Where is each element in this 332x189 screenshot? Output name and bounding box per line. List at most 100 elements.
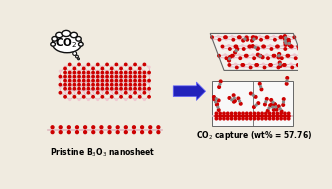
Circle shape <box>64 84 66 86</box>
Circle shape <box>125 99 126 100</box>
Circle shape <box>83 66 85 68</box>
Circle shape <box>285 66 287 67</box>
Circle shape <box>87 78 89 80</box>
Circle shape <box>260 86 262 88</box>
Circle shape <box>269 64 271 66</box>
Circle shape <box>92 71 94 74</box>
Circle shape <box>139 66 141 68</box>
Circle shape <box>87 63 90 66</box>
Circle shape <box>115 63 118 66</box>
Circle shape <box>106 79 108 82</box>
Text: CO$_2$ capture (wt% = 57.76): CO$_2$ capture (wt% = 57.76) <box>196 129 312 142</box>
Circle shape <box>285 37 287 39</box>
Circle shape <box>124 75 127 78</box>
Circle shape <box>83 79 85 82</box>
Circle shape <box>270 64 272 66</box>
Circle shape <box>284 66 286 67</box>
Circle shape <box>68 79 71 82</box>
Ellipse shape <box>70 32 77 38</box>
Circle shape <box>116 131 119 134</box>
Circle shape <box>245 36 248 39</box>
Circle shape <box>83 78 85 80</box>
Circle shape <box>278 55 280 57</box>
Circle shape <box>290 63 292 65</box>
Circle shape <box>73 67 76 70</box>
Circle shape <box>78 91 80 92</box>
Circle shape <box>286 77 289 79</box>
Circle shape <box>291 66 293 69</box>
Circle shape <box>124 91 127 94</box>
Circle shape <box>269 45 271 46</box>
Circle shape <box>78 99 80 100</box>
Circle shape <box>78 84 80 86</box>
Circle shape <box>226 38 227 40</box>
Circle shape <box>102 91 103 92</box>
Circle shape <box>272 115 275 117</box>
Circle shape <box>242 64 244 66</box>
Circle shape <box>115 79 118 82</box>
Circle shape <box>143 63 146 66</box>
Circle shape <box>274 103 276 106</box>
Circle shape <box>258 82 261 85</box>
Circle shape <box>120 88 122 90</box>
Circle shape <box>265 112 267 115</box>
Circle shape <box>217 109 220 111</box>
Circle shape <box>222 47 224 49</box>
Circle shape <box>217 36 219 37</box>
Circle shape <box>213 98 215 101</box>
Circle shape <box>83 91 85 92</box>
Circle shape <box>223 118 225 120</box>
Circle shape <box>265 101 267 103</box>
Circle shape <box>230 112 233 115</box>
Circle shape <box>124 84 127 86</box>
Circle shape <box>219 57 220 58</box>
Circle shape <box>286 82 288 85</box>
Circle shape <box>293 54 295 56</box>
Circle shape <box>87 88 90 90</box>
Circle shape <box>265 115 267 117</box>
Circle shape <box>87 99 89 100</box>
Circle shape <box>276 63 278 65</box>
Circle shape <box>218 39 221 41</box>
Circle shape <box>267 57 269 60</box>
Circle shape <box>280 38 282 40</box>
Circle shape <box>284 64 286 66</box>
Circle shape <box>73 74 75 76</box>
Circle shape <box>228 45 229 46</box>
Circle shape <box>283 45 285 46</box>
Circle shape <box>78 58 79 60</box>
Circle shape <box>111 91 113 92</box>
Circle shape <box>212 96 215 98</box>
Circle shape <box>288 39 290 41</box>
Circle shape <box>272 106 274 108</box>
Circle shape <box>87 82 89 84</box>
Circle shape <box>288 40 290 43</box>
Circle shape <box>67 126 70 129</box>
Circle shape <box>133 129 135 131</box>
Circle shape <box>129 75 131 78</box>
Circle shape <box>73 75 76 78</box>
Circle shape <box>101 75 104 78</box>
Circle shape <box>157 126 160 129</box>
Circle shape <box>280 115 283 117</box>
Circle shape <box>68 84 71 86</box>
Circle shape <box>92 74 94 76</box>
Circle shape <box>143 88 146 90</box>
Circle shape <box>305 66 307 67</box>
Circle shape <box>111 96 113 98</box>
Circle shape <box>73 71 76 74</box>
Circle shape <box>69 86 71 88</box>
Circle shape <box>129 78 131 80</box>
Circle shape <box>83 82 85 84</box>
Circle shape <box>281 57 283 60</box>
Circle shape <box>270 103 273 106</box>
Circle shape <box>97 78 99 80</box>
Circle shape <box>256 47 259 50</box>
Circle shape <box>143 86 145 88</box>
Circle shape <box>257 115 260 117</box>
Circle shape <box>120 84 122 86</box>
Circle shape <box>102 82 103 84</box>
Circle shape <box>59 86 61 88</box>
Circle shape <box>217 99 220 102</box>
Circle shape <box>275 106 277 108</box>
